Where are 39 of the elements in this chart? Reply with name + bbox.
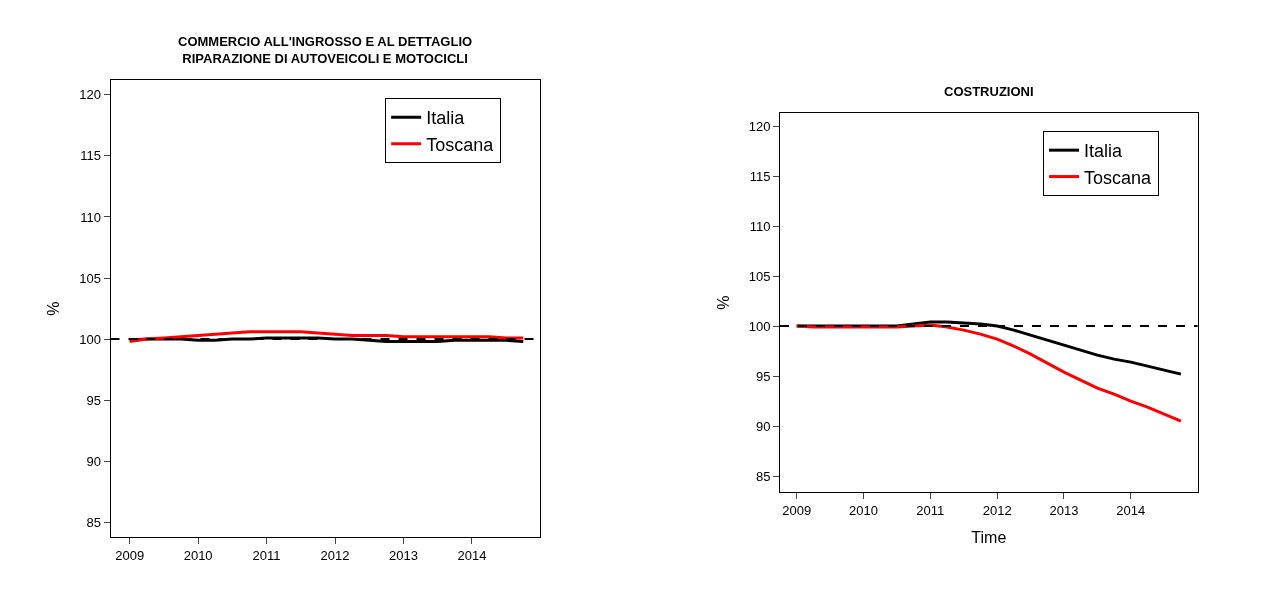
- y-tick-label: 105: [79, 270, 101, 286]
- x-tick-label: 2011: [916, 502, 945, 518]
- x-tick-label: 2011: [252, 547, 281, 563]
- x-tick-label: 2014: [457, 547, 487, 563]
- x-tick-label: 2012: [982, 502, 1012, 518]
- x-axis-title: Time: [971, 529, 1007, 547]
- chart-title: COSTRUZIONI: [944, 84, 1034, 99]
- x-tick-label: 2013: [1049, 502, 1079, 518]
- y-tick-label: 115: [749, 168, 771, 184]
- x-tick-label: 2014: [1116, 502, 1146, 518]
- legend-label: Italia: [426, 108, 466, 129]
- y-axis-title: %: [714, 295, 732, 310]
- x-tick-label: 2009: [782, 502, 812, 518]
- x-tick-label: 2009: [115, 547, 145, 563]
- y-tick-label: 85: [86, 514, 101, 530]
- y-tick-label: 85: [755, 468, 771, 484]
- legend-label: Toscana: [426, 134, 495, 155]
- y-tick-label: 100: [79, 331, 101, 347]
- line-series: [128, 330, 525, 344]
- y-tick-label: 95: [86, 392, 101, 408]
- x-tick-label: 2010: [183, 547, 213, 563]
- x-tick-label: 2013: [389, 547, 418, 563]
- line-series: [795, 323, 1183, 423]
- y-axis-title: %: [45, 301, 63, 316]
- y-tick-label: 110: [749, 218, 771, 234]
- x-tick-label: 2012: [320, 547, 350, 563]
- y-tick-label: 120: [79, 87, 101, 103]
- y-tick-label: 90: [86, 453, 101, 469]
- y-tick-label: 105: [748, 268, 771, 284]
- y-tick-label: 110: [80, 209, 101, 225]
- legend-label: Italia: [1084, 141, 1124, 162]
- y-tick-label: 100: [748, 318, 771, 334]
- y-tick-label: 90: [755, 418, 771, 434]
- x-tick-label: 2010: [849, 502, 878, 518]
- y-tick-label: 120: [748, 118, 771, 134]
- y-tick-label: 95: [755, 368, 771, 384]
- legend-label: Toscana: [1084, 167, 1153, 188]
- chart-title: COMMERCIO ALL'INGROSSO E AL DETTAGLIO RIPARAZIONE DI AUTOVEICOLI E MOTOCICLI: [178, 34, 473, 66]
- y-tick-label: 115: [80, 148, 101, 164]
